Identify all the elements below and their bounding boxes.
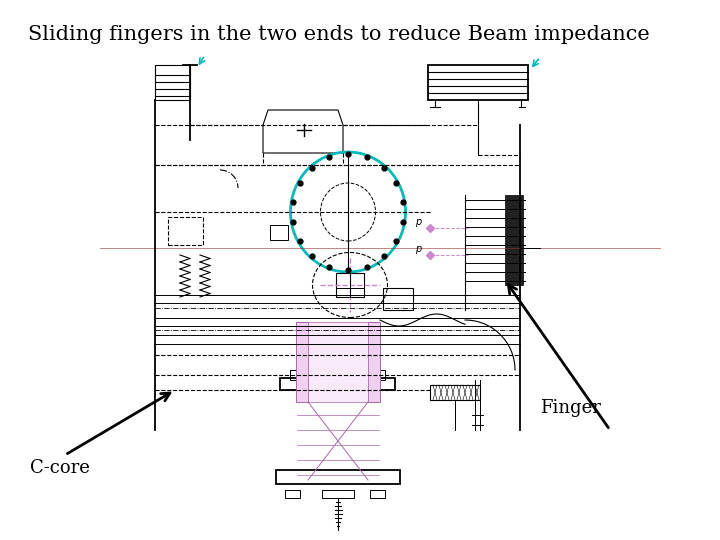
Text: p: p: [415, 244, 421, 254]
Bar: [276, 470, 400, 484]
Bar: [280, 378, 395, 390]
Text: Finger: Finger: [540, 399, 601, 417]
Bar: [370, 370, 385, 380]
Text: Sliding fingers in the two ends to reduce Beam impedance: Sliding fingers in the two ends to reduc…: [28, 25, 649, 44]
Bar: [430, 385, 480, 400]
Bar: [168, 217, 203, 245]
Bar: [322, 490, 354, 498]
Text: p: p: [415, 217, 421, 227]
Bar: [336, 273, 364, 297]
Bar: [368, 322, 380, 402]
Text: C-core: C-core: [30, 459, 90, 477]
Bar: [155, 65, 190, 100]
Bar: [428, 65, 528, 100]
Bar: [285, 490, 300, 498]
Bar: [308, 322, 368, 402]
Bar: [383, 288, 413, 310]
Bar: [370, 490, 385, 498]
Bar: [270, 225, 288, 240]
Bar: [505, 195, 523, 285]
Bar: [290, 370, 305, 380]
Bar: [296, 322, 308, 402]
